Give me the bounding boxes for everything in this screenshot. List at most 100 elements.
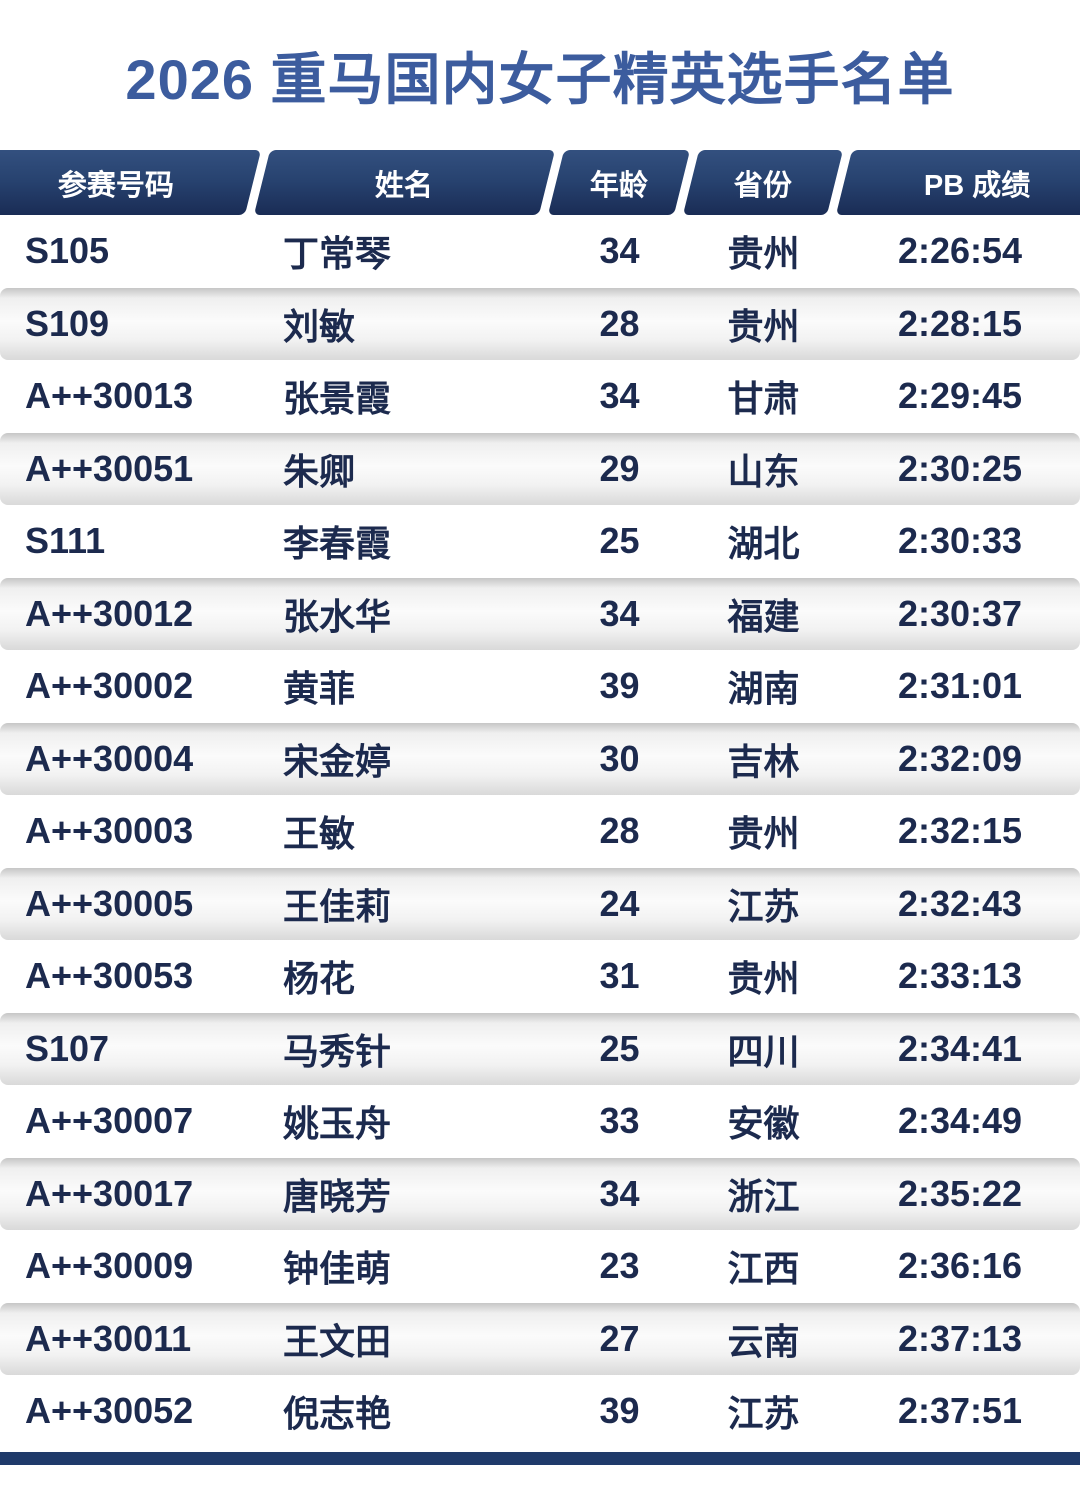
cell-pb: 2:31:01 [897,665,1023,707]
cell-pb: 2:34:41 [897,1027,1023,1069]
cell-province: 贵州 [727,233,800,275]
cell-province: 安徽 [727,1103,800,1145]
cell-province: 贵州 [727,958,800,1000]
cell-age: 34 [599,230,640,272]
table-row: S107 马秀针 25 四川 2:34:41 [0,1012,1080,1085]
cell-province: 江苏 [727,885,800,927]
cell-pb: 2:36:16 [897,1245,1023,1287]
table-row: A++30005 王佳莉 24 江苏 2:32:43 [0,867,1080,940]
cell-province: 湖北 [727,523,800,565]
cell-age: 24 [599,882,640,924]
column-header-name: 姓名 [253,150,556,215]
table-body: S105 丁常琴 34 贵州 2:26:54 S109 刘敏 28 贵州 2:2… [0,215,1080,1448]
table-row: A++30052 倪志艳 39 江苏 2:37:51 [0,1375,1080,1448]
cell-bib: A++30009 [25,1245,194,1287]
cell-bib: A++30053 [25,955,194,997]
cell-name: 王敏 [283,813,356,855]
table-row: A++30004 宋金婷 30 吉林 2:32:09 [0,722,1080,795]
table-row: A++30017 唐晓芳 34 浙江 2:35:22 [0,1157,1080,1230]
table-row: A++30013 张景霞 34 甘肃 2:29:45 [0,360,1080,433]
bottom-accent-bar [0,1451,1080,1465]
cell-pb: 2:26:54 [897,230,1023,272]
cell-name: 杨花 [283,958,356,1000]
cell-name: 马秀针 [283,1030,392,1072]
column-header-name-label: 姓名 [375,169,434,202]
cell-bib: A++30051 [25,447,194,489]
cell-pb: 2:33:13 [897,955,1023,997]
cell-bib: S111 [25,520,106,562]
cell-name: 钟佳萌 [283,1248,392,1290]
cell-province: 贵州 [727,305,800,347]
cell-pb: 2:37:51 [897,1390,1023,1432]
cell-bib: A++30017 [25,1172,194,1214]
cell-bib: A++30011 [25,1317,192,1359]
cell-pb: 2:37:13 [897,1317,1023,1359]
cell-pb: 2:30:33 [897,520,1023,562]
table-row: A++30002 黄菲 39 湖南 2:31:01 [0,650,1080,723]
cell-pb: 2:29:45 [897,375,1023,417]
cell-age: 29 [599,447,640,489]
cell-pb: 2:32:43 [897,882,1023,924]
table-row: A++30003 王敏 28 贵州 2:32:15 [0,795,1080,868]
cell-age: 28 [599,302,640,344]
table-row: A++30009 钟佳萌 23 江西 2:36:16 [0,1230,1080,1303]
column-header-pb: PB 成绩 [835,150,1080,215]
column-header-bib: 参赛号码 [0,150,262,215]
cell-name: 王文田 [283,1320,392,1362]
cell-province: 山东 [727,450,800,492]
cell-bib: A++30052 [25,1390,194,1432]
table-row: A++30051 朱卿 29 山东 2:30:25 [0,432,1080,505]
table-row: A++30007 姚玉舟 33 安徽 2:34:49 [0,1085,1080,1158]
cell-pb: 2:32:09 [897,737,1023,779]
cell-age: 33 [599,1100,640,1142]
title-area: 2026 重马国内女子精英选手名单 [0,0,1080,150]
column-header-province-label: 省份 [733,169,792,202]
cell-age: 31 [599,955,640,997]
cell-name: 朱卿 [283,450,356,492]
cell-bib: A++30004 [25,737,194,779]
cell-age: 34 [599,375,640,417]
cell-age: 27 [599,1317,640,1359]
cell-name: 黄菲 [283,668,356,710]
cell-province: 江苏 [727,1393,800,1435]
cell-name: 姚玉舟 [283,1103,392,1145]
cell-province: 湖南 [727,668,800,710]
table-row: S111 李春霞 25 湖北 2:30:33 [0,505,1080,578]
column-header-age-label: 年龄 [589,169,648,202]
cell-province: 甘肃 [727,378,800,420]
cell-province: 四川 [727,1030,800,1072]
cell-pb: 2:30:37 [897,592,1023,634]
cell-name: 刘敏 [283,305,356,347]
cell-province: 吉林 [727,740,800,782]
column-header-bib-label: 参赛号码 [58,169,175,202]
cell-name: 丁常琴 [283,233,392,275]
table-row: A++30012 张水华 34 福建 2:30:37 [0,577,1080,650]
cell-name: 李春霞 [283,523,392,565]
cell-pb: 2:28:15 [897,302,1023,344]
page-title: 2026 重马国内女子精英选手名单 [125,47,955,111]
table-row: A++30053 杨花 31 贵州 2:33:13 [0,940,1080,1013]
cell-name: 宋金婷 [283,740,392,782]
cell-province: 云南 [727,1320,800,1362]
cell-age: 25 [599,1027,640,1069]
cell-age: 30 [599,737,640,779]
cell-bib: S105 [25,230,110,272]
cell-age: 34 [599,592,640,634]
cell-age: 39 [599,1390,640,1432]
cell-pb: 2:30:25 [897,447,1023,489]
cell-name: 王佳莉 [283,885,392,927]
column-header-pb-label: PB 成绩 [923,169,1031,202]
cell-province: 贵州 [727,813,800,855]
cell-province: 江西 [727,1248,800,1290]
cell-bib: A++30012 [25,592,194,634]
cell-province: 福建 [727,595,800,637]
cell-bib: A++30005 [25,882,194,924]
cell-bib: S107 [25,1027,110,1069]
cell-age: 34 [599,1172,640,1214]
cell-pb: 2:34:49 [897,1100,1023,1142]
cell-bib: A++30013 [25,375,194,417]
cell-name: 倪志艳 [283,1393,392,1435]
cell-age: 25 [599,520,640,562]
cell-name: 张景霞 [283,378,392,420]
